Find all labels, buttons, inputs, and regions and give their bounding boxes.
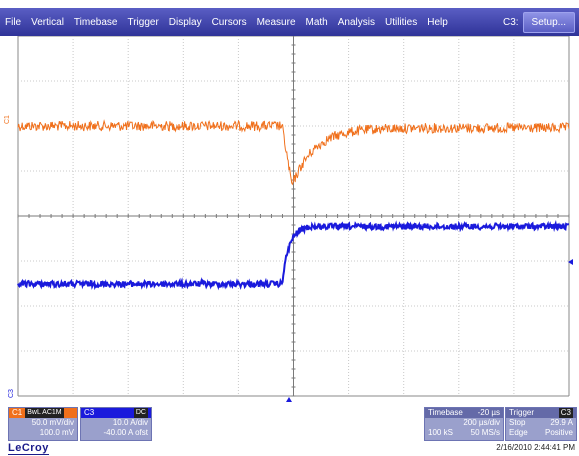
- menu-bar: File Vertical Timebase Trigger Display C…: [0, 8, 579, 36]
- graticule: [17, 35, 570, 397]
- c1-offset-marker[interactable]: C1: [4, 115, 11, 124]
- trigger-mode: Stop: [509, 418, 526, 427]
- timebase-per-div: 200 µs/div: [463, 418, 500, 427]
- c1-name: C1: [12, 408, 23, 417]
- c1-descriptor[interactable]: C1 BwL AC1M 50.0 mV/div 100.0 mV: [8, 407, 78, 441]
- menu-math[interactable]: Math: [305, 16, 328, 28]
- c3-offset-marker[interactable]: C3: [8, 389, 15, 398]
- menu-file[interactable]: File: [5, 16, 22, 28]
- c3-name: C3: [84, 408, 95, 417]
- trigger-descriptor[interactable]: Trigger C3 Stop 29.9 A Edge Positive: [505, 407, 577, 441]
- trigger-level: 29.9 A: [550, 418, 573, 427]
- trigger-position-marker[interactable]: [286, 397, 292, 402]
- menu-timebase[interactable]: Timebase: [73, 16, 118, 28]
- c3-tags: DC: [133, 408, 148, 418]
- menu-utilities[interactable]: Utilities: [384, 16, 418, 28]
- menu-measure[interactable]: Measure: [256, 16, 296, 28]
- waveform-grid: C1 C3: [4, 35, 573, 402]
- c3-descriptor[interactable]: C3 DC 10.0 A/div -40.00 A ofst: [80, 407, 152, 441]
- c1-trace: [17, 119, 570, 186]
- trigger-channel: C3: [558, 408, 573, 418]
- c3-scale: 10.0 A/div: [112, 418, 148, 427]
- trigger-level-marker[interactable]: [568, 259, 573, 265]
- timebase-label: Timebase: [428, 408, 463, 417]
- trigger-slope: Positive: [544, 428, 573, 437]
- c3-trace: [17, 219, 569, 291]
- timebase-samples: 100 kS: [428, 428, 453, 437]
- setup-button[interactable]: Setup...: [522, 11, 575, 33]
- timestamp: 2/16/2010 2:44:41 PM: [496, 443, 575, 452]
- waveform-display[interactable]: C1 C3: [0, 35, 579, 402]
- timebase-rate: 50 MS/s: [470, 428, 500, 437]
- timebase-descriptor[interactable]: Timebase -20 µs 200 µs/div 100 kS 50 MS/…: [424, 407, 504, 441]
- menu-vertical[interactable]: Vertical: [31, 16, 64, 28]
- timebase-delay: -20 µs: [477, 408, 500, 417]
- menu-cursors[interactable]: Cursors: [211, 16, 247, 28]
- menu-help[interactable]: Help: [427, 16, 448, 28]
- c1-scale: 50.0 mV/div: [31, 418, 74, 427]
- c3-offset: -40.00 A ofst: [103, 428, 148, 437]
- trigger-label: Trigger: [509, 408, 535, 417]
- menu-analysis[interactable]: Analysis: [337, 16, 375, 28]
- status-panel: C1 BwL AC1M 50.0 mV/div 100.0 mV C3 DC 1…: [0, 402, 579, 456]
- trigger-type: Edge: [509, 428, 528, 437]
- menu-trigger[interactable]: Trigger: [127, 16, 159, 28]
- active-channel-label: C3:: [502, 16, 519, 28]
- brand-logo: LeCroy: [8, 442, 49, 455]
- c1-offset: 100.0 mV: [39, 428, 74, 437]
- menu-display[interactable]: Display: [168, 16, 202, 28]
- c1-tags: BwL AC1M: [25, 408, 64, 418]
